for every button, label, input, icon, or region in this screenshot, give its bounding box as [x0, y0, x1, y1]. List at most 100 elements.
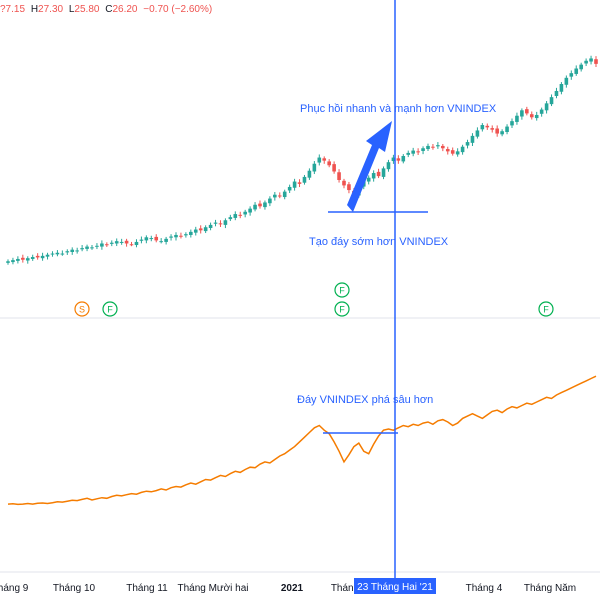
crosshair-date-box	[354, 578, 436, 594]
candle-body	[159, 241, 163, 243]
x-tick-label: Tháng	[331, 583, 359, 594]
candle-body	[30, 257, 35, 259]
candle-body	[287, 186, 292, 191]
low-label: L	[68, 4, 75, 15]
candle-body	[85, 246, 89, 249]
candle-body	[228, 217, 233, 220]
candle-body	[574, 68, 579, 74]
candle-body	[534, 114, 539, 119]
candle-body	[243, 211, 247, 215]
candle-body	[564, 77, 569, 85]
candle-body	[273, 194, 277, 198]
bottom-annotation: Tạo đáy sớm hơn VNINDEX	[309, 236, 449, 248]
candle-body	[470, 135, 475, 143]
candle-body	[322, 158, 327, 161]
badge-circle	[102, 301, 118, 317]
x-tick-label: Tháng 10	[53, 583, 96, 594]
candle-body	[391, 157, 396, 162]
close-label: C	[105, 4, 113, 15]
candle-body	[223, 220, 228, 225]
badge-circle	[74, 301, 90, 317]
candle-body	[490, 128, 495, 130]
candle-body	[539, 109, 544, 114]
candle-body	[376, 171, 381, 177]
candle-body	[549, 97, 554, 105]
candle-body	[233, 214, 238, 218]
candle-body	[75, 250, 79, 252]
low-value: 25.80	[74, 4, 100, 15]
candle-body	[203, 227, 208, 232]
badge-letter: F	[107, 304, 113, 314]
candle-body	[450, 150, 455, 154]
split-badge[interactable]: S	[74, 301, 90, 317]
candle-body	[292, 181, 297, 188]
candle-body	[174, 234, 178, 238]
candle-body	[124, 240, 129, 244]
candle-body	[529, 114, 534, 118]
candle-body	[569, 73, 574, 77]
candle-body	[263, 202, 267, 208]
candle-body	[90, 247, 94, 249]
candle-body	[139, 239, 144, 241]
candle-body	[164, 238, 168, 242]
candle-body	[45, 254, 50, 257]
candle-body	[70, 249, 75, 252]
badge-circle	[334, 282, 350, 298]
candle-body	[16, 258, 20, 261]
candle-body	[584, 60, 588, 64]
candle-body	[554, 90, 559, 96]
candle-body	[60, 253, 65, 255]
financial-badge[interactable]: F	[538, 301, 554, 317]
financial-badge[interactable]: F	[334, 282, 350, 298]
x-axis: Tháng 9 Tháng 10 Tháng 11 Tháng Mười hai 202…	[0, 578, 576, 594]
candle-body	[25, 258, 30, 261]
candle-body	[65, 251, 70, 253]
candle-body	[253, 204, 257, 210]
candle-body	[485, 125, 490, 128]
open-value: ?7.15	[0, 4, 26, 15]
close-value: 26.20	[112, 4, 138, 15]
candle-body	[297, 182, 302, 184]
x-tick-label: Tháng 11	[126, 583, 168, 594]
candle-body	[421, 148, 425, 151]
candle-body	[198, 228, 203, 231]
candle-body	[480, 125, 485, 130]
recovery-arrow	[347, 121, 392, 212]
candle-body	[213, 222, 218, 224]
candle-body	[515, 115, 519, 122]
candle-body	[40, 255, 45, 259]
candle-body	[381, 168, 386, 177]
ohlc-legend: ?7.15 H27.30 L25.80 C26.20 −0.70 (−2.60%…	[0, 4, 215, 15]
candle-body	[495, 128, 499, 134]
candle-body	[193, 229, 198, 233]
candle-body	[525, 109, 529, 114]
candle-body	[50, 253, 55, 255]
candle-body	[406, 152, 411, 155]
event-badges[interactable]: S FFF F	[74, 282, 554, 317]
candle-body	[238, 214, 243, 216]
vnindex-line	[7, 375, 597, 506]
x-tick-label: Tháng 9	[0, 583, 29, 594]
candle-body	[21, 257, 25, 260]
financial-badge[interactable]: F	[334, 301, 350, 317]
badge-letter: F	[339, 304, 345, 314]
candlestick-series	[6, 55, 598, 265]
candle-body	[455, 151, 460, 155]
candle-body	[105, 244, 109, 246]
candle-body	[184, 234, 188, 236]
candle-body	[544, 103, 549, 111]
candle-body	[337, 172, 341, 180]
candle-body	[426, 145, 430, 150]
candle-body	[277, 195, 282, 197]
financial-badge[interactable]: F	[102, 301, 118, 317]
candle-body	[35, 255, 40, 258]
arrow-annotation: Phục hồi nhanh và mạnh hơn VNINDEX	[300, 103, 497, 115]
candle-body	[327, 161, 331, 166]
candle-body	[396, 158, 401, 161]
high-label: H	[30, 4, 39, 15]
candle-body	[282, 191, 287, 198]
candle-body	[6, 261, 10, 263]
x-tick-label: Tháng Năm	[524, 583, 576, 594]
candle-body	[189, 231, 193, 235]
